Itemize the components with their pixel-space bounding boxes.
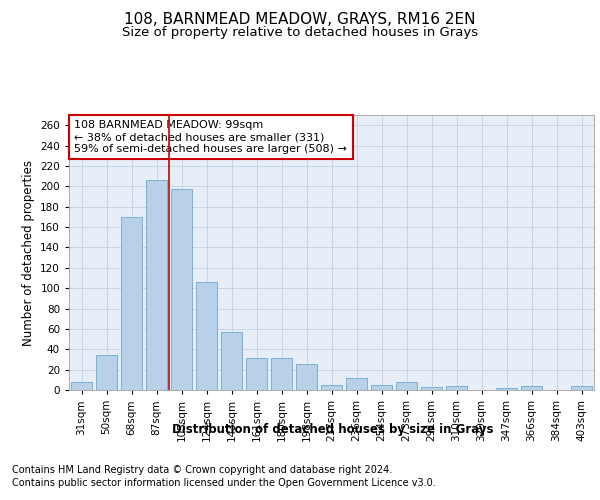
Text: Contains public sector information licensed under the Open Government Licence v3: Contains public sector information licen… (12, 478, 436, 488)
Bar (321, 385, 342, 390)
Bar (146, 180, 167, 390)
Bar (71, 382, 92, 390)
Bar (96, 356, 117, 390)
Bar (246, 358, 267, 390)
Y-axis label: Number of detached properties: Number of detached properties (22, 160, 35, 346)
Bar (121, 217, 142, 390)
Bar (446, 386, 467, 390)
Bar (271, 358, 292, 390)
Text: Size of property relative to detached houses in Grays: Size of property relative to detached ho… (122, 26, 478, 39)
Bar (171, 190, 192, 390)
Bar (496, 388, 517, 390)
Bar (221, 332, 242, 390)
Bar (571, 386, 592, 390)
Bar (346, 378, 367, 390)
Bar (371, 385, 392, 390)
Bar (396, 382, 417, 390)
Bar (521, 386, 542, 390)
Text: Distribution of detached houses by size in Grays: Distribution of detached houses by size … (172, 422, 494, 436)
Text: 108 BARNMEAD MEADOW: 99sqm
← 38% of detached houses are smaller (331)
59% of sem: 108 BARNMEAD MEADOW: 99sqm ← 38% of deta… (74, 120, 347, 154)
Bar (421, 387, 442, 390)
Text: 108, BARNMEAD MEADOW, GRAYS, RM16 2EN: 108, BARNMEAD MEADOW, GRAYS, RM16 2EN (124, 12, 476, 28)
Bar (296, 364, 317, 390)
Bar (196, 282, 217, 390)
Text: Contains HM Land Registry data © Crown copyright and database right 2024.: Contains HM Land Registry data © Crown c… (12, 465, 392, 475)
